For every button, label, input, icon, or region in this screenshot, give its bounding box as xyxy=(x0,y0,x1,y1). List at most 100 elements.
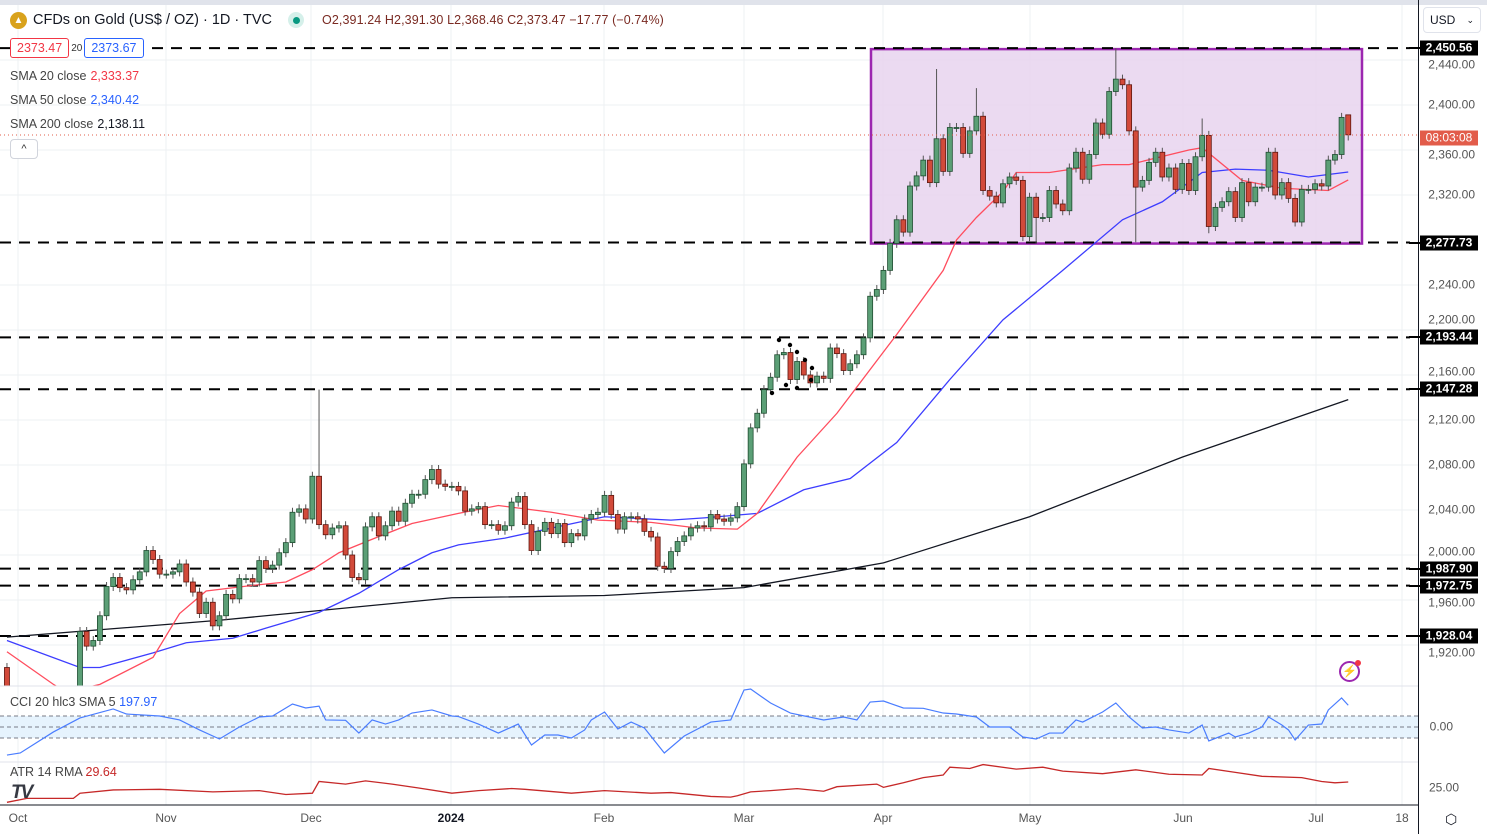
candle-up xyxy=(429,469,435,481)
candle-up xyxy=(880,269,887,290)
candle-up xyxy=(475,506,482,510)
candle-up xyxy=(1000,183,1006,204)
candle-down xyxy=(455,485,462,492)
candle-up xyxy=(110,577,117,587)
candle-up xyxy=(1192,156,1199,191)
candle-up xyxy=(1252,186,1259,203)
price-chart[interactable] xyxy=(0,0,1418,834)
candle-up xyxy=(90,640,97,647)
candle-up xyxy=(1199,134,1206,158)
currency-select[interactable]: USD ⌄ xyxy=(1423,7,1481,33)
level-label: 2,277.73 xyxy=(1420,235,1478,251)
candle-up xyxy=(727,517,734,522)
candle-down xyxy=(302,508,309,520)
candle-up xyxy=(1152,151,1159,163)
pattern-marker xyxy=(802,357,808,363)
candle-up xyxy=(913,175,920,187)
candle-down xyxy=(714,514,721,520)
price-tick: 1,960.00 xyxy=(1428,595,1475,610)
time-tick: Feb xyxy=(593,811,615,825)
candle-down xyxy=(787,352,794,380)
candle-down xyxy=(249,578,256,583)
candle-up xyxy=(38,743,43,758)
candle-down xyxy=(528,524,535,551)
sma200-label: SMA 200 close xyxy=(10,117,94,131)
candle-down xyxy=(83,631,90,647)
candle-down xyxy=(1318,183,1325,187)
candle-down xyxy=(156,559,163,575)
candle-up xyxy=(1265,151,1272,188)
candle-up xyxy=(256,560,263,583)
candle-up xyxy=(1026,196,1033,238)
price-tick: 2,440.00 xyxy=(1428,57,1475,72)
candle-up xyxy=(448,485,455,488)
candle-up xyxy=(887,242,893,271)
sell-button[interactable]: 2373.47 xyxy=(10,38,70,58)
candles xyxy=(4,48,1352,758)
settings-icon[interactable]: ⬡ xyxy=(1445,811,1458,827)
pattern-marker xyxy=(769,390,775,396)
candle-up xyxy=(595,511,601,515)
candle-up xyxy=(362,526,369,581)
candle-up xyxy=(867,295,874,339)
horizontal-levels xyxy=(0,47,1410,637)
legend-sma50[interactable]: SMA 50 close 2,340.42 xyxy=(10,93,139,107)
atr-legend[interactable]: ATR 14 RMA 29.64 xyxy=(10,765,117,779)
candle-up xyxy=(920,159,927,177)
currency-value: USD xyxy=(1430,13,1456,27)
candle-up xyxy=(1112,78,1119,92)
candle-down xyxy=(993,195,1000,204)
atr-value: 29.64 xyxy=(85,765,117,779)
candle-down xyxy=(614,514,621,530)
candle-up xyxy=(502,525,508,531)
candle-down xyxy=(316,475,322,526)
collapse-legend-button[interactable]: ^ xyxy=(10,139,38,159)
candle-up xyxy=(734,506,741,519)
symbol-title[interactable]: CFDs on Gold (US$ / OZ) · 1D · TVC xyxy=(33,12,273,28)
candle-down xyxy=(800,361,807,376)
cci-label: CCI 20 hlc3 SMA 5 xyxy=(10,695,116,709)
legend-sma200[interactable]: SMA 200 close 2,138.11 xyxy=(10,117,145,131)
candle-down xyxy=(1126,84,1133,132)
candle-up xyxy=(780,352,787,356)
sma200-line xyxy=(6,399,1349,638)
flash-alert-icon[interactable]: ⚡ xyxy=(1339,660,1361,682)
candle-up xyxy=(289,511,296,544)
candle-up xyxy=(674,541,681,553)
level-tick xyxy=(1409,584,1420,587)
level-tick xyxy=(1409,567,1420,570)
candle-up xyxy=(621,516,628,530)
candle-down xyxy=(462,490,469,512)
candle-up xyxy=(794,361,801,380)
candle-up xyxy=(946,127,953,172)
candle-up xyxy=(774,354,781,378)
candle-up xyxy=(747,427,754,465)
price-axis[interactable] xyxy=(1418,0,1487,834)
atr-line xyxy=(6,763,1349,803)
sma20-line xyxy=(6,147,1349,686)
candle-up xyxy=(1073,151,1079,169)
candle-up xyxy=(581,518,588,537)
cci-value: 197.97 xyxy=(119,695,158,709)
countdown-label: 08:03:08 xyxy=(1420,130,1478,146)
candle-up xyxy=(754,412,761,429)
buy-button[interactable]: 2373.67 xyxy=(84,38,144,58)
moving-averages xyxy=(6,147,1349,686)
candle-up xyxy=(1239,182,1245,218)
level-label: 1,928.04 xyxy=(1420,628,1478,644)
candle-up xyxy=(741,463,747,508)
candle-up xyxy=(601,494,608,513)
candle-down xyxy=(349,554,356,578)
candle-up xyxy=(1278,182,1285,196)
candle-down xyxy=(820,375,827,379)
candle-up xyxy=(933,138,940,184)
candle-up xyxy=(296,508,303,513)
tradingview-logo[interactable]: TV xyxy=(11,782,33,803)
chevron-down-icon: ⌄ xyxy=(1466,15,1474,25)
cci-tick: 0.00 xyxy=(1429,719,1453,734)
cci-legend[interactable]: CCI 20 hlc3 SMA 5 197.97 xyxy=(10,695,157,709)
legend-sma20[interactable]: SMA 20 close 2,333.37 xyxy=(10,69,139,83)
price-tick: 2,040.00 xyxy=(1428,502,1475,517)
sma50-line xyxy=(6,168,1349,669)
candle-up xyxy=(1006,176,1013,185)
